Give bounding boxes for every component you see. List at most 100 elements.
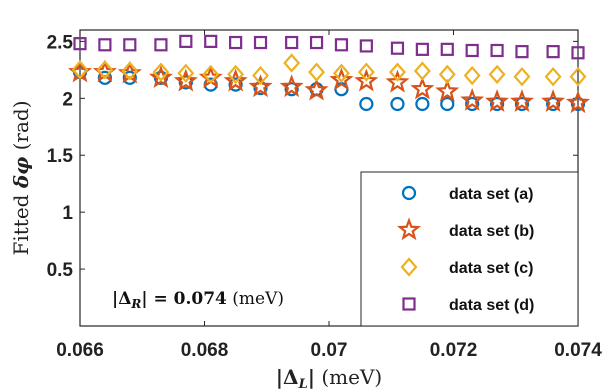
data-point-star <box>329 67 354 91</box>
legend-label: data set (d) <box>449 297 534 314</box>
data-point-star <box>460 87 485 111</box>
data-point-square <box>515 45 529 59</box>
y-tick-label: 1 <box>62 203 73 224</box>
data-point-circle <box>390 96 405 112</box>
data-point-diamond <box>177 63 195 83</box>
data-point-diamond <box>389 62 406 82</box>
data-point-star <box>410 76 435 100</box>
data-point-circle <box>570 96 586 112</box>
legend-label: data set (b) <box>449 223 534 240</box>
x-axis-ticks: 0.066 0.068 0.07 0.072 0.074 <box>56 30 602 361</box>
x-axis-title-text: |ΔL| (meV) <box>276 365 382 392</box>
y-axis-ticks: 0.5 1 1.5 2 2.5 <box>47 32 578 281</box>
data-point-star <box>485 89 510 112</box>
data-point-square <box>229 35 243 50</box>
data-point-diamond <box>332 63 350 83</box>
data-point-diamond <box>569 67 587 87</box>
data-point-square <box>179 34 193 48</box>
x-tick-label: 0.07 <box>311 340 348 361</box>
data-point-diamond <box>96 60 114 80</box>
data-point-circle <box>284 82 299 97</box>
y-tick-label: 2 <box>62 89 73 110</box>
data-point-star <box>509 89 534 112</box>
data-point-square <box>253 35 268 50</box>
data-point-circle <box>545 96 561 112</box>
data-point-star <box>248 74 273 98</box>
x-tick-label: 0.066 <box>56 340 104 361</box>
data-point-diamond <box>463 65 481 86</box>
data-point-circle <box>465 96 480 112</box>
data-point-diamond <box>413 61 431 81</box>
data-point-star <box>435 78 460 102</box>
legend-label: data set (c) <box>449 260 533 277</box>
data-point-diamond <box>252 65 269 86</box>
data-point-diamond <box>121 61 139 81</box>
data-point-star <box>565 90 591 114</box>
y-axis-title: Fitted δφ (rad) <box>9 100 33 255</box>
data-point-diamond <box>513 67 531 87</box>
data-point-square <box>359 39 373 53</box>
annotation: |ΔR| = 0.074 (meV) <box>112 289 284 311</box>
data-point-square <box>334 38 349 52</box>
data-point-diamond <box>202 64 220 85</box>
data-point-square <box>73 37 87 51</box>
data-point-star <box>304 77 329 101</box>
data-point-square <box>98 38 112 52</box>
data-point-circle <box>228 77 243 92</box>
data-point-square <box>154 38 168 52</box>
data-point-diamond <box>283 53 301 73</box>
x-axis-title: |ΔL| (meV) <box>276 365 382 392</box>
series-square <box>73 34 585 60</box>
data-point-square <box>123 38 137 52</box>
data-point-diamond <box>227 64 245 85</box>
data-point-circle <box>359 96 374 112</box>
legend-marker-diamond <box>400 257 418 277</box>
data-point-star <box>385 69 410 93</box>
y-axis-title-text: Fitted δφ (rad) <box>9 100 33 255</box>
data-point-circle <box>489 96 505 112</box>
x-tick-label: 0.074 <box>554 340 602 361</box>
legend-marker-circle <box>401 185 417 201</box>
data-point-circle <box>122 70 137 85</box>
data-point-star <box>148 65 173 89</box>
y-tick-label: 0.5 <box>47 260 74 281</box>
data-point-circle <box>514 96 530 112</box>
data-point-circle <box>178 75 193 90</box>
data-point-square <box>465 43 479 58</box>
data-point-diamond <box>152 62 170 82</box>
legend-marker-star <box>396 217 422 241</box>
data-point-square <box>204 34 218 48</box>
data-point-star <box>279 74 304 98</box>
legend-marker-square <box>402 297 416 311</box>
legend-box <box>360 171 579 327</box>
x-tick-label: 0.072 <box>430 340 478 361</box>
data-marks <box>67 34 591 114</box>
data-point-square <box>285 35 299 50</box>
data-point-diamond <box>544 67 562 87</box>
data-point-star <box>541 89 566 112</box>
y-tick-label: 1.5 <box>47 146 74 167</box>
data-point-square <box>309 35 324 50</box>
data-point-square <box>390 41 405 55</box>
data-point-diamond <box>438 64 456 85</box>
data-point-square <box>415 42 429 56</box>
legend: data set (a) data set (b) data set (c) data… <box>360 171 579 327</box>
data-point-square <box>490 43 504 58</box>
annotation-text: |ΔR| = 0.074 (meV) <box>112 289 284 311</box>
data-point-diamond <box>71 60 89 80</box>
data-point-square <box>546 45 560 59</box>
data-point-star <box>354 68 379 92</box>
data-point-star <box>173 68 198 92</box>
data-point-square <box>571 46 585 60</box>
legend-label: data set (a) <box>449 186 533 203</box>
data-point-circle <box>440 96 455 112</box>
data-point-diamond <box>357 62 375 82</box>
x-tick-label: 0.068 <box>181 340 229 361</box>
data-point-diamond <box>308 62 326 82</box>
data-point-star <box>223 68 248 92</box>
data-point-diamond <box>488 64 506 85</box>
data-point-circle <box>415 96 430 112</box>
series-diamond <box>71 53 587 87</box>
y-tick-label: 2.5 <box>47 32 74 53</box>
